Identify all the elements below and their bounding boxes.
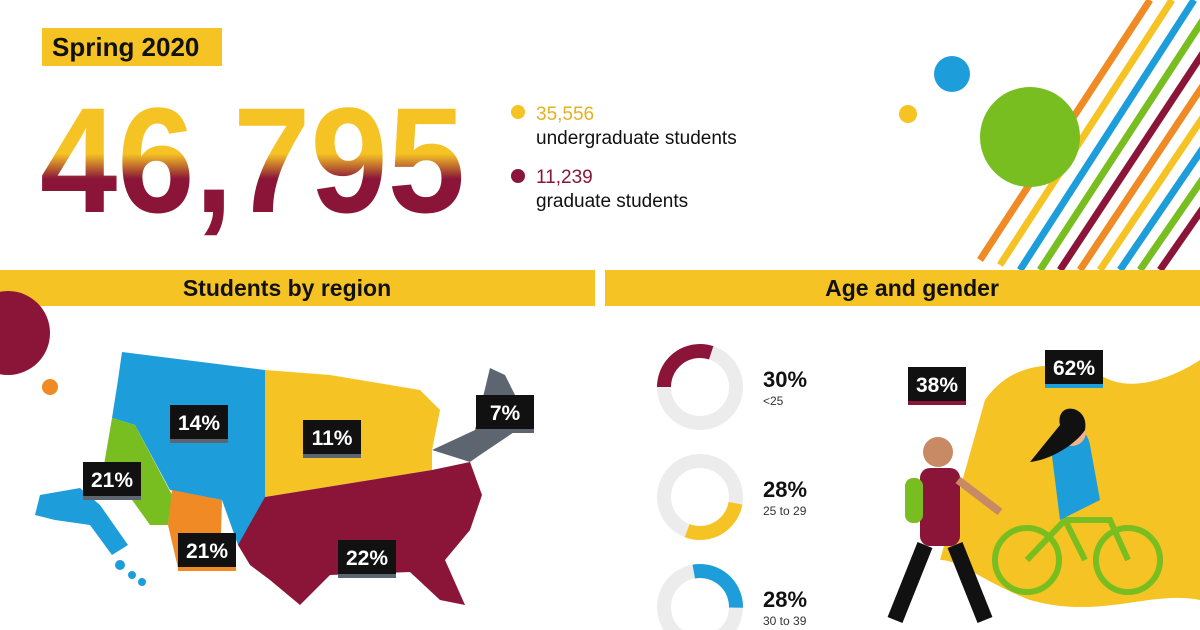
label: 14% — [178, 412, 220, 435]
walker-arm — [955, 476, 1003, 516]
age-range: 30 to 39 — [763, 614, 807, 628]
label: 11% — [312, 427, 353, 450]
undergrad-count: 35,556 — [536, 104, 594, 125]
age-percent: 30% — [763, 367, 807, 392]
walker-bag — [905, 478, 923, 523]
grad-label: graduate students — [536, 191, 688, 212]
age-percent: 28% — [763, 477, 807, 502]
age-range: <25 — [763, 394, 784, 408]
label-box — [178, 533, 236, 567]
donut-arc — [657, 564, 743, 630]
donut-arc — [657, 454, 743, 540]
label: 38% — [916, 374, 958, 397]
label-box — [303, 420, 361, 454]
term: Spring 2020 — [52, 32, 199, 62]
stripes — [977, 0, 1200, 270]
label: 62% — [1053, 357, 1095, 380]
section-bar — [605, 270, 1200, 306]
donut-arc — [657, 344, 743, 430]
grad-count: 11,239 — [536, 167, 593, 188]
age-range: 25 to 29 — [763, 504, 807, 518]
label-box — [476, 395, 534, 429]
label-box — [170, 405, 228, 439]
dot — [42, 379, 58, 395]
total: 46,795 — [40, 76, 465, 244]
label: 7% — [490, 402, 521, 425]
label: 21% — [91, 469, 133, 492]
label-box — [338, 540, 396, 574]
cyclist — [992, 517, 1163, 595]
walker-legs — [887, 542, 993, 623]
dot — [980, 87, 1080, 187]
label-box — [83, 462, 141, 496]
section-title: Students by region — [183, 275, 391, 301]
dot — [934, 56, 970, 92]
walker-head — [923, 437, 953, 467]
section-title: Age and gender — [825, 275, 999, 301]
dot — [899, 105, 917, 123]
bullet — [511, 169, 525, 183]
undergrad-label: undergraduate students — [536, 128, 737, 149]
rider-hair — [1030, 408, 1086, 462]
label: 22% — [346, 547, 388, 570]
term-badge — [42, 28, 222, 66]
label: 21% — [186, 540, 228, 563]
walker — [920, 468, 960, 546]
label-box — [1045, 350, 1103, 384]
label-box — [908, 367, 966, 401]
section-bar — [0, 270, 595, 306]
bullet — [511, 105, 525, 119]
dot — [0, 291, 50, 375]
age-percent: 28% — [763, 587, 807, 612]
